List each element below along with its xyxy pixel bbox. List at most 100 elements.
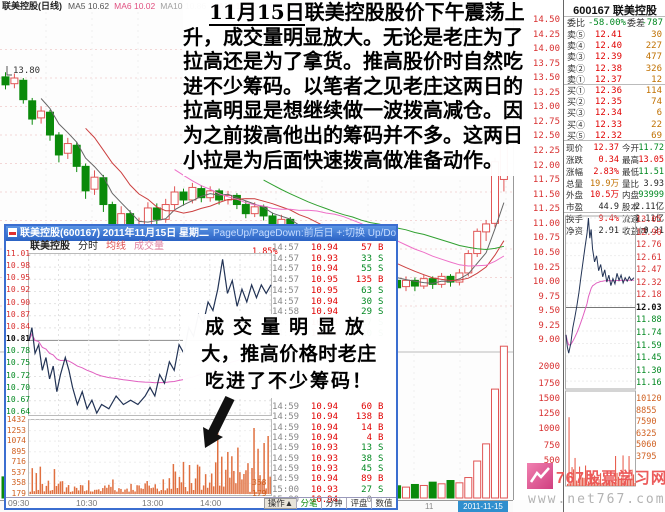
bottom-tab-分笔[interactable]: 分笔	[296, 498, 321, 509]
detail-value: 0.34	[598, 154, 619, 165]
tab-联美控股[interactable]: 联美控股	[30, 241, 70, 252]
tick-flag: S	[378, 307, 384, 318]
level-label: 买①	[567, 86, 586, 96]
center-annotation-text: 成交量明显放 大，推高价格时老庄 吃进了不少筹码！	[183, 314, 395, 398]
window-hotkeys-hint: PageUp/PageDown:前后日 +:切换 Up/Down:上下翻	[212, 228, 396, 239]
level-label: 买③	[567, 108, 586, 119]
detail-label: 股本	[622, 202, 640, 213]
tick-volume: 29	[361, 307, 372, 318]
axis-price-label: 9.25	[538, 320, 560, 331]
intraday-price-label: 10.98	[6, 261, 31, 271]
divider	[564, 140, 665, 141]
tick-flag: S	[378, 443, 384, 454]
axis-volume-label: 750	[543, 441, 560, 451]
stock-code-name: 600167 联美控股	[573, 5, 657, 17]
tick-flag: S	[378, 296, 384, 307]
tick-flag: S	[378, 264, 384, 275]
tab-成交量[interactable]: 成交量	[134, 241, 164, 252]
axis-volume-label: 500	[543, 456, 560, 466]
tab-均线[interactable]: 均线	[106, 241, 126, 252]
bottom-tab-数值[interactable]: 数值	[371, 498, 396, 509]
detail-value: 13.05	[638, 154, 664, 165]
tick-flag: B	[378, 402, 384, 412]
tick-price: 10.94	[310, 474, 338, 485]
site-logo-icon	[527, 463, 553, 489]
detail-value: 10.5万	[590, 190, 619, 201]
mini-axis-price: 13.05	[636, 215, 662, 225]
tick-flag: S	[378, 285, 384, 296]
level-volume: 477	[645, 52, 662, 63]
axis-volume-label: 1750	[538, 379, 560, 389]
tick-price: 10.94	[310, 422, 338, 433]
annotation-line: 进不少筹码。以笔者之见老庄这两日的	[183, 73, 523, 98]
tick-volume: 89	[361, 474, 372, 485]
mini-axis-volume: 6325	[636, 428, 657, 439]
bottom-tab-评盘[interactable]: 评盘	[346, 498, 371, 509]
detail-label: 外盘	[566, 190, 584, 201]
intraday-price-label: 10.90	[6, 297, 31, 307]
mini-axis-price: 12.61	[636, 252, 662, 263]
time-axis-label: 14:00	[200, 498, 222, 508]
axis-price-label: 10.50	[532, 247, 560, 258]
detail-value: 2.91	[598, 226, 619, 237]
axis-price-label: 11.25	[532, 204, 560, 215]
intraday-price-label: 10.78	[6, 346, 31, 356]
tick-time: 14:57	[272, 296, 300, 307]
tick-time: 14:59	[272, 453, 300, 464]
detail-value: 0.21	[643, 226, 664, 237]
intraday-price-label: 10.87	[6, 309, 31, 319]
tick-price: 10.93	[310, 484, 338, 495]
tick-volume: 38	[361, 453, 372, 464]
mini-axis-volume: 3795	[636, 452, 657, 462]
intraday-volume-label-right: 358	[252, 478, 267, 487]
level-volume: 30	[651, 30, 662, 40]
window-title: 联美控股(600167) 2011年11月15日 星期二	[20, 228, 209, 239]
annotation-line: 成交量明显放	[204, 316, 373, 338]
weibi-label: 委比	[567, 18, 586, 28]
detail-value: 2.11亿	[635, 202, 664, 213]
intraday-price-label: 10.64	[6, 406, 31, 416]
top-annotation-text: 11月15日联美控股股价下午震荡上 升，成交量明显放大。无论是老庄为了 拉高还是为…	[183, 0, 525, 176]
level-price: 12.39	[594, 52, 622, 63]
tick-volume: 138	[355, 412, 372, 423]
level-volume: 6	[656, 108, 662, 119]
level-volume: 74	[651, 97, 662, 108]
axis-price-label: 14.50	[532, 15, 560, 25]
mini-axis-price: 11.30	[636, 365, 662, 376]
detail-label: 涨跌	[566, 154, 584, 165]
tick-volume: 13	[361, 443, 372, 454]
window-titlebar[interactable]: 联美控股(600167) 2011年11月15日 星期二 PageUp/PageD…	[6, 226, 396, 241]
operate-menu-button[interactable]: 操作▲	[264, 498, 297, 509]
tick-flag: S	[378, 464, 384, 475]
detail-value: 11.51	[638, 166, 664, 177]
mini-axis-price: 11.59	[636, 340, 662, 351]
tick-time: 14:57	[272, 243, 300, 253]
tick-time: 14:59	[272, 464, 300, 475]
annotation-text: 联美控股股价下午震荡上	[304, 0, 525, 24]
tick-price: 10.93	[310, 464, 338, 475]
axis-price-label: 11.00	[532, 218, 560, 229]
tick-time: 14:58	[272, 307, 300, 318]
time-axis-label: 13:00	[142, 498, 164, 508]
axis-price-label: 13.75	[532, 58, 560, 69]
axis-volume-label: 1500	[538, 394, 560, 404]
tick-flag: B	[378, 243, 384, 253]
level-volume: 326	[645, 63, 662, 74]
axis-volume-label: 2000	[538, 362, 560, 372]
detail-value: 19.9万	[590, 178, 619, 189]
axis-price-label: 12.00	[532, 160, 560, 171]
annotation-date: 11月15日	[209, 0, 305, 26]
tab-分时[interactable]: 分时	[78, 241, 98, 252]
weicha-value: -787	[641, 18, 663, 28]
detail-label: 收益㈣	[622, 226, 648, 237]
watermark-site-name: 767股票学习网	[556, 470, 665, 487]
annotation-line: 拉高明显是想继续做一波拨高减仓。因	[183, 98, 523, 123]
bottom-tab-分钟[interactable]: 分钟	[321, 498, 346, 509]
intraday-volume-label: 537	[11, 467, 26, 477]
tick-flag: S	[378, 484, 384, 495]
divider	[564, 16, 665, 17]
level-price: 12.32	[594, 130, 622, 141]
intraday-price-label: 10.75	[6, 358, 31, 368]
level-label: 卖④	[567, 41, 586, 52]
down-arrow-annotation	[203, 396, 235, 448]
